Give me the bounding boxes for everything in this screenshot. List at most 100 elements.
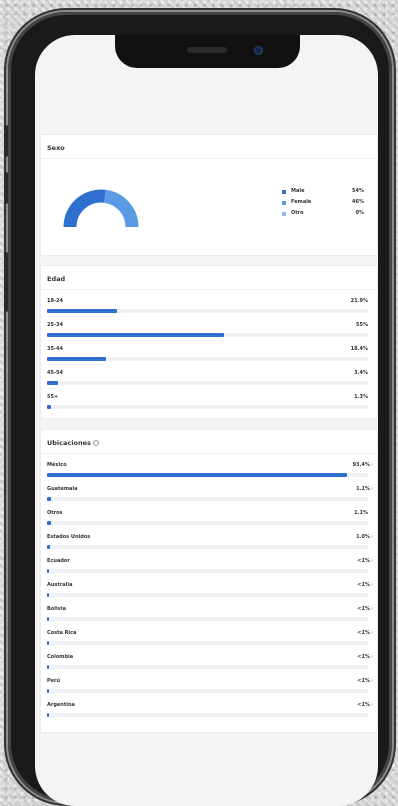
chevron-right-icon[interactable]: ›	[370, 462, 373, 468]
row-value-text: 1.0%	[356, 534, 370, 540]
legend-swatch	[282, 201, 286, 205]
chevron-right-icon[interactable]: ›	[370, 606, 373, 612]
progress-fill	[47, 665, 49, 669]
row-value: 18.4%	[351, 346, 368, 352]
progress-fill	[47, 617, 49, 621]
row-label: Guatemala	[47, 486, 78, 492]
row-value: <1%›	[357, 582, 373, 588]
location-row[interactable]: Ecuador <1%›	[41, 555, 377, 579]
row-label: Colombia	[47, 654, 74, 660]
progress-fill	[47, 333, 224, 337]
progress-fill	[47, 381, 58, 385]
legend-value: 46%	[352, 199, 364, 205]
progress-fill	[47, 497, 51, 501]
progress-track	[47, 689, 368, 693]
location-row[interactable]: Perú <1%›	[41, 675, 377, 699]
progress-track	[47, 665, 368, 669]
legend-value: 0%	[355, 210, 365, 216]
row-label: México	[47, 462, 67, 468]
row-value: 93.4%›	[353, 462, 373, 468]
progress-fill	[47, 569, 49, 573]
progress-fill	[47, 593, 49, 597]
row-value: <1%›	[357, 702, 373, 708]
legend-label: Otro	[291, 210, 304, 216]
row-value: <1%›	[357, 606, 373, 612]
row-value: 55%	[356, 322, 368, 328]
progress-track	[47, 405, 368, 409]
chevron-right-icon[interactable]: ›	[370, 486, 373, 492]
location-row: Otros 1.1%	[41, 507, 377, 531]
location-row[interactable]: Argentina <1%›	[41, 699, 377, 723]
legend-item: Otro 0%	[282, 210, 372, 221]
progress-fill	[47, 357, 107, 361]
row-label: 18-24	[47, 298, 63, 304]
donut-slice-male	[63, 189, 106, 228]
age-row: 35-44 18.4%	[41, 343, 377, 367]
location-row[interactable]: Australia <1%›	[41, 579, 377, 603]
edad-title: Edad	[41, 266, 377, 290]
chevron-right-icon[interactable]: ›	[370, 630, 373, 636]
legend-swatch	[282, 190, 286, 194]
row-value: <1%›	[357, 654, 373, 660]
row-value-text: <1%	[357, 654, 370, 660]
progress-track	[47, 713, 368, 717]
row-label: Australia	[47, 582, 73, 588]
progress-fill	[47, 641, 49, 645]
progress-track	[47, 617, 368, 621]
side-button	[4, 172, 8, 204]
row-label: 25-34	[47, 322, 63, 328]
progress-track	[47, 333, 368, 337]
row-label: 45-54	[47, 370, 63, 376]
chevron-right-icon[interactable]: ›	[370, 654, 373, 660]
info-circle-icon[interactable]	[92, 440, 99, 446]
row-value: 1.3%	[354, 394, 368, 400]
row-value: <1%›	[357, 630, 373, 636]
row-label: Perú	[47, 678, 61, 684]
chevron-right-icon[interactable]: ›	[370, 702, 373, 708]
row-value-text: 3.4%	[354, 370, 368, 376]
chevron-right-icon[interactable]: ›	[370, 558, 373, 564]
chevron-right-icon[interactable]: ›	[370, 534, 373, 540]
row-label: 35-44	[47, 346, 63, 352]
camera-icon	[254, 46, 263, 55]
progress-track	[47, 569, 368, 573]
progress-track	[47, 545, 368, 549]
row-value-text: 1.1%	[354, 510, 368, 516]
location-row[interactable]: Costa Rica <1%›	[41, 627, 377, 651]
age-row: 18-24 21.9%	[41, 295, 377, 319]
progress-fill	[47, 689, 49, 693]
donut-slice-female	[103, 189, 139, 228]
row-value: 1.1%	[354, 510, 368, 516]
progress-fill	[47, 473, 347, 477]
progress-track	[47, 381, 368, 385]
row-value: 21.9%	[351, 298, 368, 304]
location-row[interactable]: Guatemala 1.1%›	[41, 483, 377, 507]
location-row[interactable]: Colombia <1%›	[41, 651, 377, 675]
row-value-text: 93.4%	[352, 462, 370, 468]
location-row[interactable]: México 93.4%›	[41, 459, 377, 483]
row-value: 1.0%›	[356, 534, 373, 540]
row-value-text: <1%	[357, 606, 370, 612]
chevron-right-icon[interactable]: ›	[370, 678, 373, 684]
row-value-text: 55%	[356, 322, 368, 328]
row-value-text: 1.1%	[356, 486, 370, 492]
sexo-legend: Male 54% Female 46% Otro 0%	[282, 188, 372, 221]
location-row[interactable]: Estados Unidos 1.0%›	[41, 531, 377, 555]
progress-fill	[47, 545, 51, 549]
edad-list: 18-24 21.9% 25-34 55% 35-44 18.4% 45-54 3.4% 55+…	[41, 290, 377, 415]
side-button	[4, 252, 8, 312]
notch	[115, 35, 300, 68]
row-label: Ecuador	[47, 558, 70, 564]
chevron-right-icon[interactable]: ›	[370, 582, 373, 588]
progress-fill	[47, 309, 118, 313]
row-label: 55+	[47, 394, 59, 400]
progress-track	[47, 357, 368, 361]
side-button	[4, 125, 8, 157]
location-row[interactable]: Bolivia <1%›	[41, 603, 377, 627]
age-row: 55+ 1.3%	[41, 391, 377, 415]
row-value-text: <1%	[357, 678, 370, 684]
progress-track	[47, 497, 368, 501]
row-value-text: <1%	[357, 702, 370, 708]
gender-donut-chart	[63, 189, 139, 228]
ubicaciones-title-text: Ubicaciones	[47, 439, 91, 447]
